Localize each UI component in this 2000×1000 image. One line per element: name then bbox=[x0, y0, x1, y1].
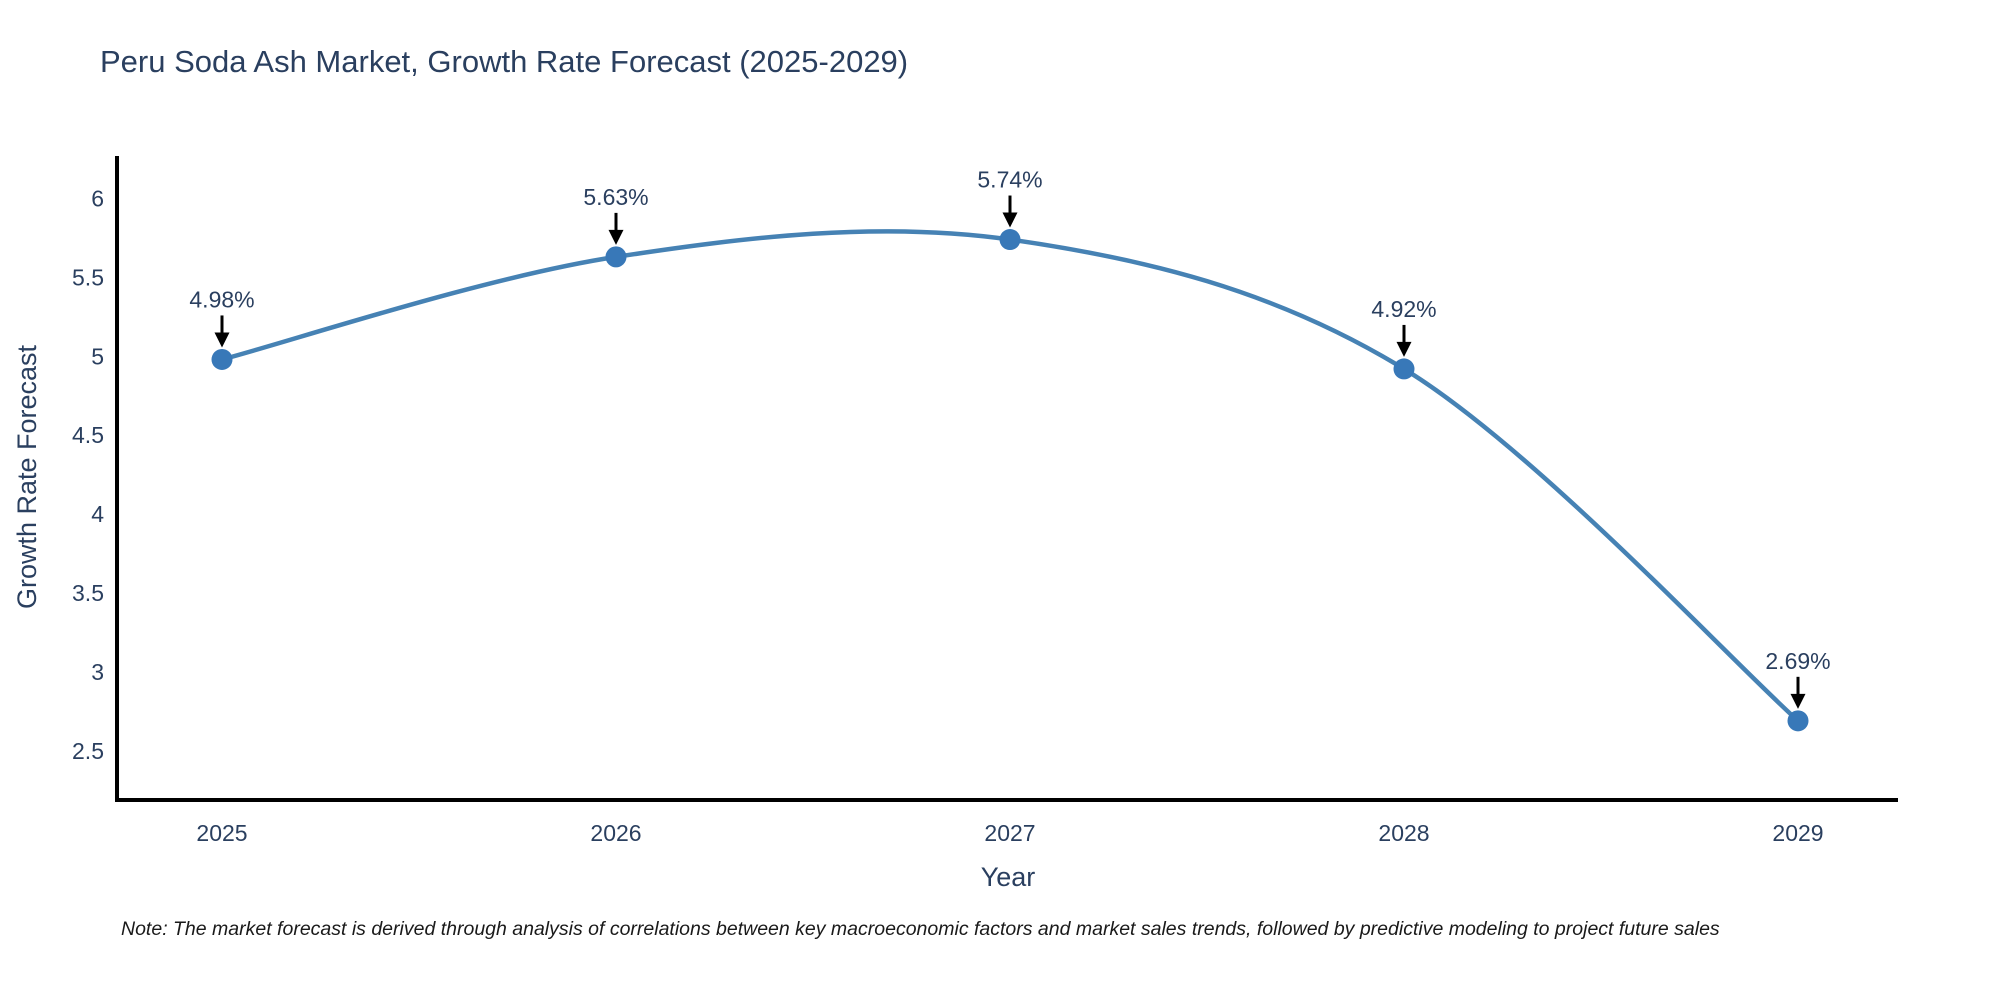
x-tick-label: 2025 bbox=[196, 820, 247, 846]
y-tick-label: 3.5 bbox=[72, 580, 104, 606]
x-tick-label: 2026 bbox=[590, 820, 641, 846]
annotation-label: 4.98% bbox=[189, 286, 254, 312]
annotation-arrowhead bbox=[608, 229, 624, 245]
chart-title: Peru Soda Ash Market, Growth Rate Foreca… bbox=[100, 44, 909, 79]
note-text: Note: The market forecast is derived thr… bbox=[121, 918, 1720, 940]
y-tick-label: 3 bbox=[91, 659, 104, 685]
annotation-label: 4.92% bbox=[1371, 296, 1436, 322]
x-tick-label: 2028 bbox=[1378, 820, 1429, 846]
y-tick-label: 2.5 bbox=[72, 738, 104, 764]
annotation-label: 5.74% bbox=[977, 167, 1042, 193]
y-tick-label: 4 bbox=[91, 501, 104, 527]
annotation-label: 5.63% bbox=[583, 184, 648, 210]
y-tick-label: 5.5 bbox=[72, 264, 104, 290]
annotation-arrowhead bbox=[1002, 212, 1018, 228]
data-point-marker bbox=[999, 229, 1021, 251]
annotation-label: 2.69% bbox=[1765, 648, 1830, 674]
y-tick-label: 5 bbox=[91, 343, 104, 369]
data-point-marker bbox=[1393, 358, 1415, 380]
y-tick-label: 4.5 bbox=[72, 422, 104, 448]
annotation-arrowhead bbox=[1396, 341, 1412, 357]
y-tick-label: 6 bbox=[91, 186, 104, 212]
data-point-marker bbox=[605, 246, 627, 268]
data-point-marker bbox=[211, 348, 233, 370]
x-tick-label: 2029 bbox=[1772, 820, 1823, 846]
annotation-arrowhead bbox=[214, 332, 230, 348]
annotation-arrowhead bbox=[1790, 693, 1806, 709]
data-point-marker bbox=[1787, 710, 1809, 732]
x-tick-label: 2027 bbox=[984, 820, 1035, 846]
series-line bbox=[219, 229, 1801, 724]
x-axis-title: Year bbox=[981, 862, 1036, 892]
y-axis-title: Growth Rate Forecast bbox=[12, 344, 42, 609]
